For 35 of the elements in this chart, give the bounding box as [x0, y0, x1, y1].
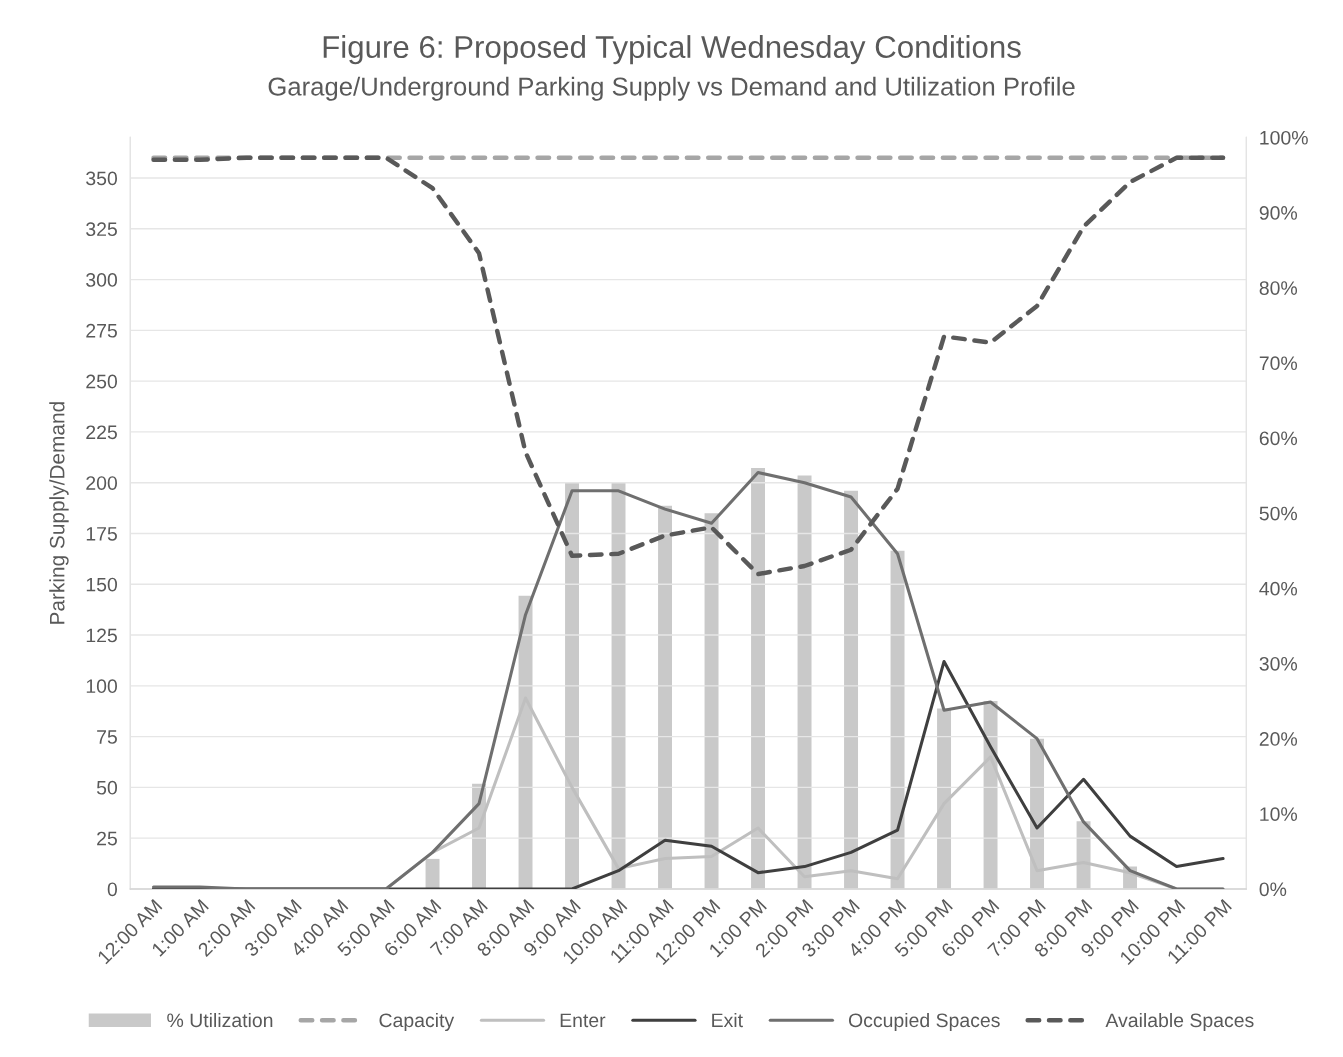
legend-label: Enter	[560, 1013, 606, 1028]
y-tick-label: 200	[86, 476, 118, 490]
y2-tick-label: 20%	[1259, 732, 1298, 746]
y2-tick-label: 10%	[1260, 807, 1298, 822]
y-tick-label: 100	[86, 679, 118, 694]
chart-subtitle: Garage/Underground Parking Supply vs Demand and Utilization Profile	[268, 76, 1075, 101]
y2-tick-label: 50%	[1259, 506, 1298, 521]
y2-tick-label: 0%	[1259, 882, 1287, 897]
y-tick-label: 0	[107, 882, 118, 897]
y2-tick-label: 70%	[1259, 356, 1298, 371]
y-axis-title: Parking Supply/Demand	[49, 402, 69, 624]
y-tick-label: 350	[86, 171, 118, 186]
legend-label: Available Spaces	[1105, 1012, 1254, 1032]
legend-label: % Utilization	[167, 1012, 273, 1028]
chart-title: Figure 6: Proposed Typical Wednesday Conditions	[323, 35, 1021, 65]
y-tick-label: 325	[86, 222, 117, 237]
y-tick-label: 175	[86, 527, 117, 541]
legend-label: Capacity	[379, 1012, 455, 1032]
y-tick-label: 50	[96, 780, 118, 795]
y-tick-label: 125	[86, 628, 117, 643]
legend-label: Occupied Spaces	[848, 1012, 1000, 1032]
y2-tick-label: 80%	[1259, 281, 1298, 295]
y-tick-label: 150	[86, 577, 118, 592]
y-tick-label: 300	[86, 273, 118, 287]
legend-label: Exit	[712, 1012, 743, 1028]
y2-tick-label: 30%	[1259, 656, 1298, 671]
y-tick-label: 225	[86, 425, 117, 440]
y-tick-label: 250	[86, 374, 118, 389]
y-tick-label: 25	[97, 831, 117, 846]
y-tick-label: 275	[86, 323, 117, 338]
y2-tick-label: 40%	[1259, 581, 1298, 596]
y2-tick-label: 100%	[1260, 130, 1308, 145]
y2-tick-label: 60%	[1259, 431, 1298, 446]
y-tick-label: 75	[97, 730, 117, 744]
y2-tick-label: 90%	[1259, 206, 1298, 220]
